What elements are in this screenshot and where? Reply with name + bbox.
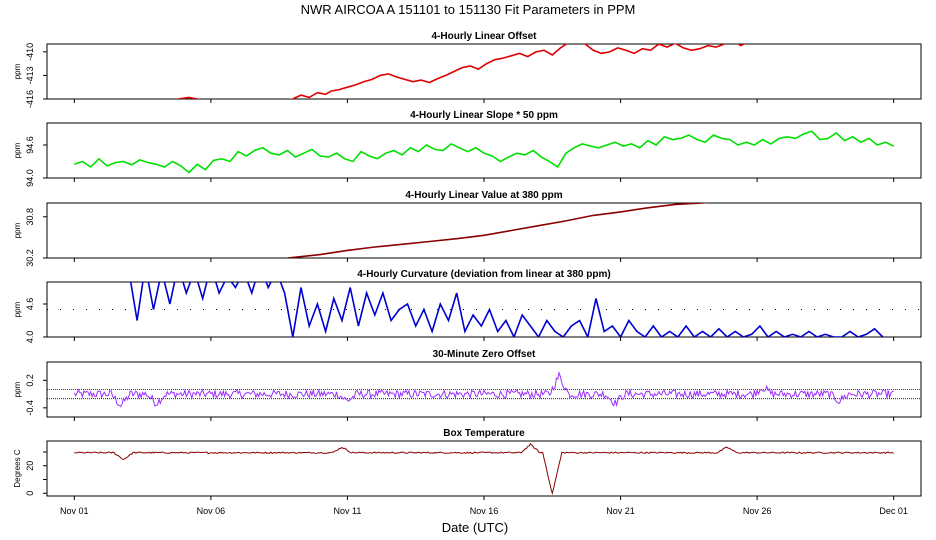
panel-offset: 4-Hourly Linear Offset ppm -416 -413 -410 [13,31,922,108]
y-tick-label-zero: -0.4 [25,400,35,416]
panel-title-value: 4-Hourly Linear Value at 380 ppm [405,190,562,201]
panel-temp: Box Temperature Degrees C0 20 [13,428,922,500]
y-tick-label-temp: 0 [25,491,35,496]
y-tick-label-value: 30.2 [25,249,35,267]
series-line-offset [176,44,746,99]
panel-title-curvature: 4-Hourly Curvature (deviation from linea… [357,269,610,280]
series-line-value [287,203,709,258]
panel-title-offset: 4-Hourly Linear Offset [431,31,537,42]
x-tick-label: Nov 26 [743,506,772,516]
y-tick-label-offset: -410 [25,43,35,61]
panel-title-zero: 30-Minute Zero Offset [433,349,536,360]
y-tick-label-curvature: 4.6 [25,298,35,311]
y-label-temp: Degrees C [13,449,22,487]
y-tick-label-zero: 0.2 [25,374,35,387]
x-tick-label: Nov 06 [197,506,226,516]
panel-title-temp: Box Temperature [443,428,525,439]
panel-slope: 4-Hourly Linear Slope * 50 ppm ppm 94.0 94.… [13,110,922,187]
series-line-slope [74,130,895,174]
y-tick-label-slope: 94.6 [25,136,35,154]
y-tick-label-offset: -416 [25,90,35,108]
x-tick-label: Nov 21 [606,506,635,516]
x-tick-label: Nov 01 [60,506,89,516]
panel-frame-offset [46,43,922,100]
x-axis-label: Date (UTC) [442,520,508,535]
panel-frame-slope [46,122,922,179]
panel-curvature: 4-Hourly Curvature (deviation from linea… [13,269,922,344]
y-label-value: ppm [13,222,22,238]
main-title: NWR AIRCOA A 151101 to 151130 Fit Parame… [301,2,636,17]
series-line-curvature [129,282,884,337]
x-tick-label: Dec 01 [879,506,908,516]
y-label-offset: ppm [13,63,22,79]
y-tick-label-slope: 94.0 [25,169,35,187]
panel-frame-value [46,202,922,259]
x-tick-label: Nov 16 [470,506,499,516]
x-tick-label: Nov 11 [334,506,362,516]
y-tick-label-value: 30.8 [25,208,35,226]
series-line-zero [73,370,894,408]
panel-frame-curvature [46,281,922,338]
series-line-temp [74,443,894,496]
y-tick-label-curvature: 4.0 [25,331,35,344]
panel-value: 4-Hourly Linear Value at 380 ppm ppm 30.2 3… [13,190,922,267]
y-label-zero: ppm [13,381,22,397]
y-label-slope: ppm [13,142,22,158]
y-label-curvature: ppm [13,301,22,317]
panel-frame-temp [46,440,922,497]
panel-title-slope: 4-Hourly Linear Slope * 50 ppm [410,110,558,121]
y-tick-label-offset: -413 [25,66,35,84]
y-tick-label-temp: 20 [25,461,35,471]
